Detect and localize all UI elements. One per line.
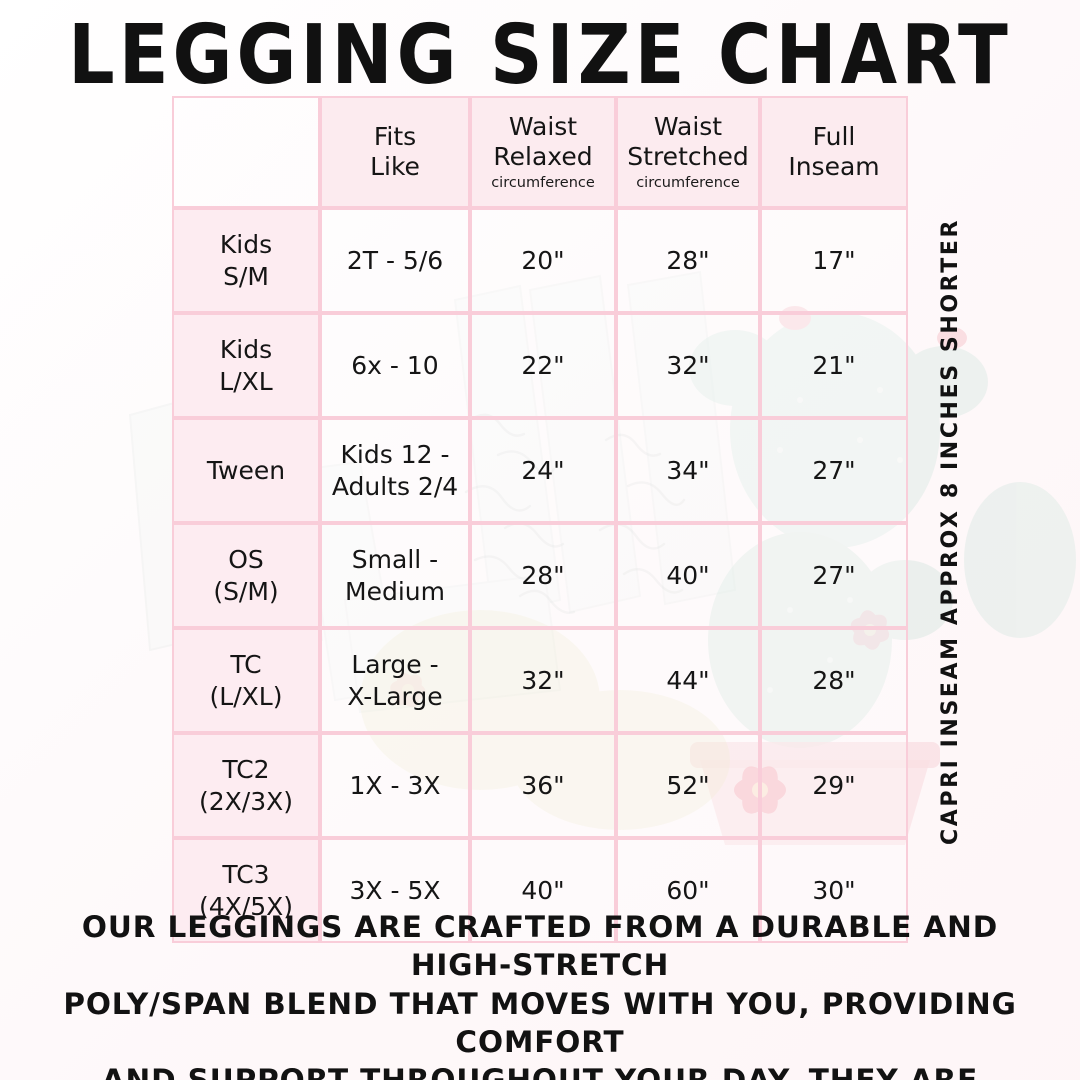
size-label-line-1: Tween — [206, 455, 286, 485]
fits-like-line-1: Large - — [351, 650, 439, 680]
fits-like-line-1: 1X - 3X — [349, 770, 441, 800]
fabric-description: OUR LEGGINGS ARE CRAFTED FROM A DURABLE … — [40, 908, 1040, 1080]
full-inseam-cell: 17" — [760, 208, 908, 313]
header-subtitle: circumference — [636, 174, 740, 191]
size-label-cell: Kids L/XL — [172, 313, 320, 418]
table-row: OS (S/M) Small - Medium 28" 40" 27" — [172, 523, 908, 628]
size-label-cell: TC2 (2X/3X) — [172, 733, 320, 838]
size-label-line-1: TC3 — [222, 860, 270, 890]
fits-like-line-2: Medium — [345, 576, 445, 606]
fits-like-cell: 2T - 5/6 — [320, 208, 470, 313]
size-label-cell: Tween — [172, 418, 320, 523]
waist-stretched-cell: 34" — [616, 418, 760, 523]
full-inseam-cell: 27" — [760, 418, 908, 523]
size-label-cell: OS (S/M) — [172, 523, 320, 628]
waist-stretched-cell: 40" — [616, 523, 760, 628]
fits-like-line-1: 3X - 5X — [349, 875, 441, 905]
column-header-fits-like: Fits Like — [320, 96, 470, 208]
header-line-2: Like — [370, 152, 420, 181]
page-title: LEGGING SIZE CHART — [68, 8, 1012, 104]
waist-relaxed-cell: 22" — [470, 313, 616, 418]
full-inseam-cell: 27" — [760, 523, 908, 628]
size-label-line-2: (L/XL) — [209, 681, 283, 711]
fits-like-line-1: 6x - 10 — [351, 350, 439, 380]
waist-stretched-cell: 32" — [616, 313, 760, 418]
size-label-line-2: (S/M) — [213, 576, 279, 606]
size-label-line-2: S/M — [223, 261, 269, 291]
fits-like-line-1: 2T - 5/6 — [346, 245, 444, 275]
fits-like-line-2: X-Large — [347, 681, 443, 711]
fits-like-cell: 1X - 3X — [320, 733, 470, 838]
header-line-1: Waist — [653, 111, 723, 141]
header-subtitle: circumference — [491, 174, 595, 191]
waist-stretched-cell: 28" — [616, 208, 760, 313]
full-inseam-cell: 29" — [760, 733, 908, 838]
fits-like-cell: Small - Medium — [320, 523, 470, 628]
fabric-description-line-3: AND SUPPORT THROUGHOUT YOUR DAY. THEY AR… — [40, 1061, 1040, 1080]
capri-inseam-note: CAPRI INSEAM APPROX 8 INCHES SHORTER — [920, 218, 980, 845]
capri-inseam-note-text: CAPRI INSEAM APPROX 8 INCHES SHORTER — [937, 218, 963, 846]
waist-relaxed-cell: 20" — [470, 208, 616, 313]
full-inseam-cell: 21" — [760, 313, 908, 418]
table-row: Tween Kids 12 - Adults 2/4 24" 34" 27" — [172, 418, 908, 523]
waist-relaxed-cell: 32" — [470, 628, 616, 733]
size-label-line-2: L/XL — [219, 366, 273, 396]
waist-relaxed-cell: 36" — [470, 733, 616, 838]
table-row: TC2 (2X/3X) 1X - 3X 36" 52" 29" — [172, 733, 908, 838]
size-label-line-2: (2X/3X) — [199, 786, 293, 816]
table-row: Kids S/M 2T - 5/6 20" 28" 17" — [172, 208, 908, 313]
fabric-description-line-2: POLY/SPAN BLEND THAT MOVES WITH YOU, PRO… — [63, 986, 1017, 1060]
size-label-line-1: Kids — [219, 335, 273, 365]
waist-relaxed-cell: 24" — [470, 418, 616, 523]
fits-like-line-1: Kids 12 - — [340, 440, 450, 470]
header-line-2: Stretched — [627, 142, 749, 172]
waist-relaxed-cell: 28" — [470, 523, 616, 628]
fits-like-line-2: Adults 2/4 — [331, 471, 459, 501]
fits-like-cell: 6x - 10 — [320, 313, 470, 418]
waist-stretched-cell: 44" — [616, 628, 760, 733]
column-header-waist-stretched: Waist Stretched circumference — [616, 96, 760, 208]
fits-like-cell: Large - X-Large — [320, 628, 470, 733]
table-row: TC (L/XL) Large - X-Large 32" 44" 28" — [172, 628, 908, 733]
header-line-2: Relaxed — [493, 142, 593, 172]
fabric-description-line-1: OUR LEGGINGS ARE CRAFTED FROM A DURABLE … — [81, 910, 999, 983]
table-header-row: Fits Like Waist Relaxed circumference Wa… — [172, 96, 908, 208]
size-label-cell: TC (L/XL) — [172, 628, 320, 733]
header-line-2: Inseam — [788, 152, 880, 181]
table-row: Kids L/XL 6x - 10 22" 32" 21" — [172, 313, 908, 418]
header-line-1: Full — [812, 121, 856, 151]
size-label-line-1: TC — [230, 650, 262, 680]
column-header-waist-relaxed: Waist Relaxed circumference — [470, 96, 616, 208]
size-label-line-1: Kids — [219, 230, 273, 260]
waist-stretched-cell: 52" — [616, 733, 760, 838]
header-line-1: Fits — [373, 121, 417, 151]
fits-like-cell: Kids 12 - Adults 2/4 — [320, 418, 470, 523]
header-line-1: Waist — [508, 111, 578, 141]
corner-cell — [172, 96, 320, 208]
size-label-cell: Kids S/M — [172, 208, 320, 313]
full-inseam-cell: 28" — [760, 628, 908, 733]
column-header-full-inseam: Full Inseam — [760, 96, 908, 208]
size-label-line-1: TC2 — [222, 755, 270, 785]
fits-like-line-1: Small - — [351, 545, 439, 575]
size-label-line-1: OS — [228, 545, 264, 575]
size-chart-table: Fits Like Waist Relaxed circumference Wa… — [172, 96, 908, 943]
